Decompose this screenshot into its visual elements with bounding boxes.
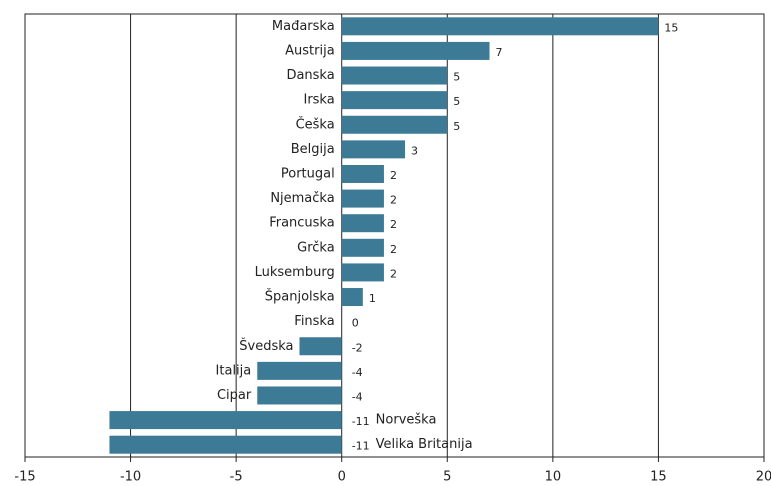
value-label: 5	[453, 71, 460, 84]
category-label: Španjolska	[265, 289, 335, 305]
bar	[341, 164, 384, 183]
category-label: Belgija	[291, 142, 335, 157]
value-label: 2	[390, 169, 397, 182]
category-label: Danska	[286, 68, 334, 83]
category-label: Norveška	[376, 413, 437, 428]
bar	[341, 17, 659, 36]
category-label: Češka	[296, 116, 335, 132]
x-tick-label: 5	[443, 470, 451, 485]
value-label: 1	[369, 292, 376, 305]
x-tick-label: -5	[230, 470, 243, 485]
x-tick-label: 10	[545, 470, 562, 485]
value-label: -4	[352, 390, 363, 403]
value-label: 2	[390, 267, 397, 280]
bar	[341, 115, 448, 134]
x-tick-label: 20	[756, 470, 771, 485]
value-label: 3	[411, 144, 418, 157]
value-label: 2	[390, 194, 397, 207]
value-label: 2	[390, 218, 397, 231]
bar	[257, 386, 342, 405]
value-label: -11	[352, 440, 370, 453]
value-label: 2	[390, 243, 397, 256]
value-label: -4	[352, 366, 363, 379]
category-label: Finska	[294, 314, 334, 329]
category-label: Švedska	[239, 338, 293, 354]
bar	[341, 140, 406, 159]
x-tick-label: -15	[14, 470, 35, 485]
category-label: Grčka	[297, 240, 335, 255]
value-label: 5	[453, 95, 460, 108]
bar	[341, 66, 448, 85]
category-label: Luksemburg	[255, 265, 335, 280]
bar	[257, 361, 342, 380]
value-label: 7	[496, 46, 503, 59]
bar	[341, 189, 384, 208]
category-label: Njemačka	[270, 191, 334, 206]
value-label: -2	[352, 341, 363, 354]
bar	[109, 411, 342, 430]
category-label: Francuska	[269, 216, 335, 231]
bar	[109, 435, 342, 454]
bar	[341, 214, 384, 233]
bar	[341, 263, 384, 282]
category-label: Cipar	[217, 388, 252, 403]
value-label: 0	[352, 317, 359, 330]
x-tick-label: 0	[338, 470, 346, 485]
category-label: Austrija	[285, 43, 335, 58]
x-tick-label: 15	[650, 470, 667, 485]
bar	[341, 91, 448, 110]
category-label: Mađarska	[272, 19, 335, 34]
bar	[341, 41, 490, 60]
category-label: Italija	[216, 363, 252, 378]
bar	[341, 288, 363, 307]
value-label: 5	[453, 120, 460, 133]
category-label: Portugal	[281, 166, 335, 181]
bar	[299, 337, 342, 356]
value-label: 15	[664, 21, 678, 34]
value-label: -11	[352, 415, 370, 428]
category-label: Irska	[303, 93, 334, 108]
category-label: Velika Britanija	[376, 437, 473, 452]
x-tick-label: -10	[120, 470, 141, 485]
bar	[341, 238, 384, 257]
